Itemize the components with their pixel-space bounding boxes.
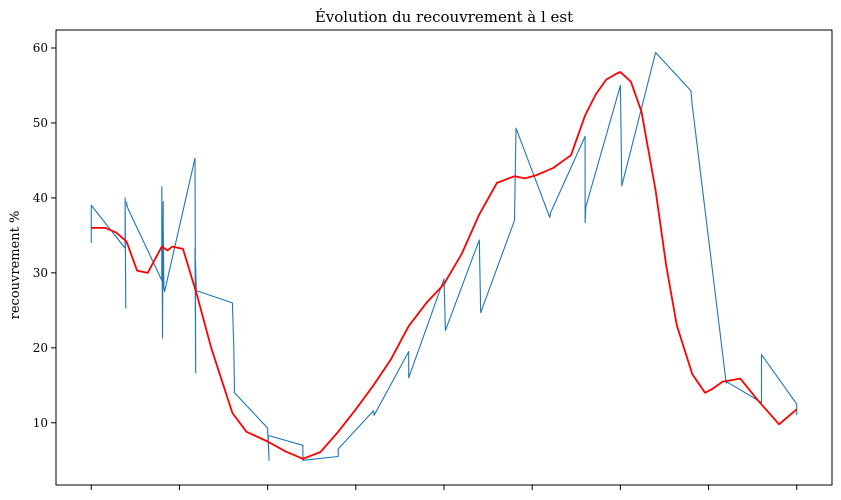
y-tick-label: 10	[33, 416, 48, 430]
series-layer	[90, 51, 798, 461]
raw-series-line	[90, 51, 798, 461]
y-axis-label: recouvrement %	[8, 211, 23, 320]
y-axis: 10 20 30 40 50 60	[33, 41, 56, 430]
plot-area: 10 20 30 40 50 60	[33, 29, 833, 490]
y-tick-label: 50	[33, 116, 48, 130]
smoothed-series-line	[91, 71, 798, 460]
y-tick-label: 30	[33, 266, 48, 280]
x-axis	[90, 485, 798, 490]
chart-title: Évolution du recouvrement à l est	[315, 8, 573, 26]
y-tick-label: 40	[33, 191, 48, 205]
y-tick-label: 20	[33, 341, 48, 355]
y-tick-label: 60	[33, 41, 48, 55]
